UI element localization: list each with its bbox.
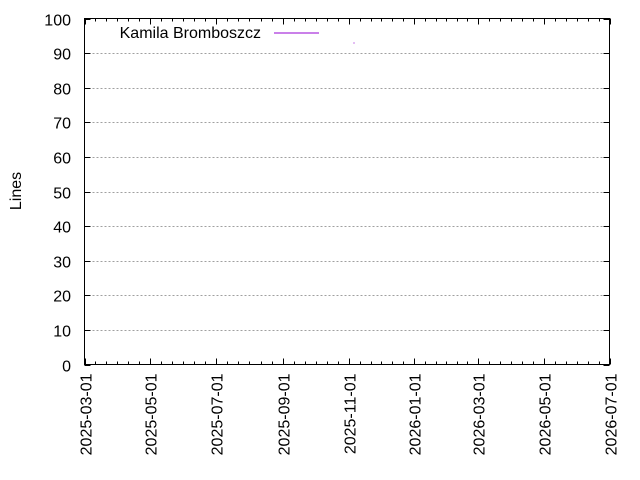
x-tick-label: 2026-03-01: [472, 373, 489, 455]
x-axis-ticks: 2025-03-01 2025-05-01 2025-07-01 2025-09-01…: [79, 18, 621, 455]
y-axis-label: Lines: [8, 172, 25, 210]
y-tick-label: 30: [53, 255, 71, 272]
x-tick-label: 2026-07-01: [604, 373, 621, 455]
y-tick-label: 10: [53, 324, 71, 341]
y-axis-ticks: 0 10 20 30 40 50 60 70 80 90 100: [44, 13, 610, 376]
y-tick-label: 50: [53, 186, 71, 203]
x-tick-label: 2025-03-01: [79, 373, 96, 455]
y-tick-label: 90: [53, 47, 71, 64]
y-tick-label: 60: [53, 151, 71, 168]
y-tick-label: 70: [53, 116, 71, 133]
y-tick-label: 40: [53, 220, 71, 237]
x-tick-label: 2025-05-01: [144, 373, 161, 455]
y-tick-label: 100: [44, 13, 71, 30]
y-tick-label: 0: [62, 359, 71, 376]
x-tick-label: 2026-01-01: [408, 373, 425, 455]
x-tick-label: 2025-07-01: [210, 373, 227, 455]
grid-lines: [84, 53, 610, 331]
legend: Kamila Bromboszcz: [120, 25, 319, 42]
legend-label: Kamila Bromboszcz: [120, 25, 261, 42]
y-tick-label: 80: [53, 82, 71, 99]
x-tick-label: 2025-09-01: [277, 373, 294, 455]
data-points: [353, 42, 355, 44]
data-point: [353, 42, 355, 44]
y-tick-label: 20: [53, 289, 71, 306]
x-tick-label: 2025-11-01: [343, 373, 360, 454]
x-tick-label: 2026-05-01: [538, 373, 555, 455]
plot-border: [84, 18, 610, 365]
